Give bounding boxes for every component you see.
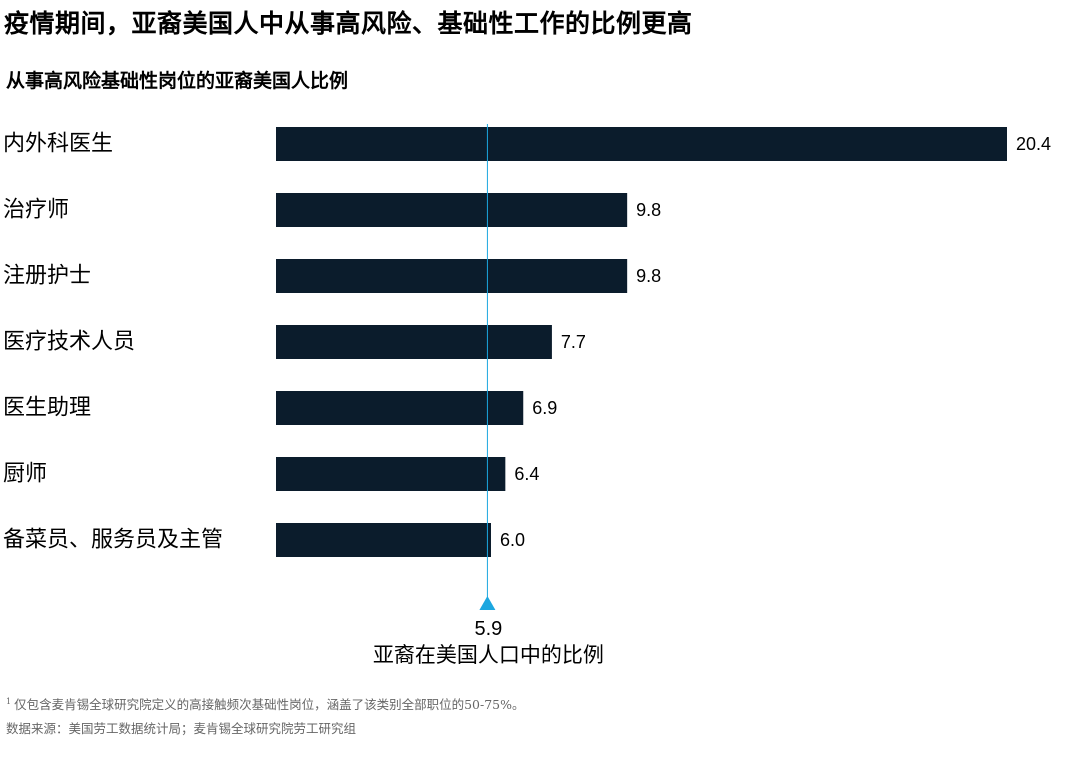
- bar: [276, 259, 628, 293]
- value-label: 9.8: [636, 200, 661, 220]
- bar: [276, 127, 1007, 161]
- bar: [276, 325, 552, 359]
- value-label: 9.8: [636, 266, 661, 286]
- category-label: 注册护士: [3, 264, 91, 289]
- category-label: 厨师: [3, 462, 47, 487]
- reference-layer: 5.9 亚裔在美国人口中的比例: [373, 124, 604, 667]
- bar: [276, 193, 628, 227]
- bar: [276, 391, 524, 425]
- chart-title: 疫情期间，亚裔美国人中从事高风险、基础性工作的比例更高: [4, 9, 693, 38]
- bar-chart: 内外科医生 20.4 治疗师 9.8 注册护士 9.8 医疗技术人员 7.7 医生助理 6.9 厨师…: [3, 124, 1051, 667]
- footnote-note-text: 仅包含麦肯锡全球研究院定义的高接触频次基础性岗位，涵盖了该类别全部职位的50-7…: [14, 697, 525, 712]
- bar: [276, 457, 506, 491]
- category-label: 备菜员、服务员及主管: [3, 528, 223, 553]
- bar: [276, 523, 491, 557]
- value-label: 7.7: [561, 332, 586, 352]
- footnote-marker: 1: [6, 696, 12, 706]
- reference-marker: [479, 596, 496, 610]
- value-label: 20.4: [1016, 134, 1051, 154]
- category-label: 内外科医生: [3, 132, 113, 157]
- value-label: 6.4: [514, 464, 539, 484]
- category-label: 治疗师: [3, 198, 69, 223]
- value-label: 6.9: [532, 398, 557, 418]
- value-label: 6.0: [500, 530, 525, 550]
- footnote-note: 1 仅包含麦肯锡全球研究院定义的高接触频次基础性岗位，涵盖了该类别全部职位的50-…: [6, 694, 525, 713]
- bars-layer: 内外科医生 20.4 治疗师 9.8 注册护士 9.8 医疗技术人员 7.7 医生助理 6.9 厨师…: [3, 127, 1051, 557]
- category-label: 医疗技术人员: [3, 330, 135, 355]
- footnote-source: 数据来源：美国劳工数据统计局；麦肯锡全球研究院劳工研究组: [6, 721, 357, 736]
- category-label: 医生助理: [3, 396, 91, 421]
- reference-caption: 亚裔在美国人口中的比例: [373, 643, 604, 667]
- reference-value-label: 5.9: [475, 618, 503, 640]
- chart-subtitle: 从事高风险基础性岗位的亚裔美国人比例: [6, 70, 349, 92]
